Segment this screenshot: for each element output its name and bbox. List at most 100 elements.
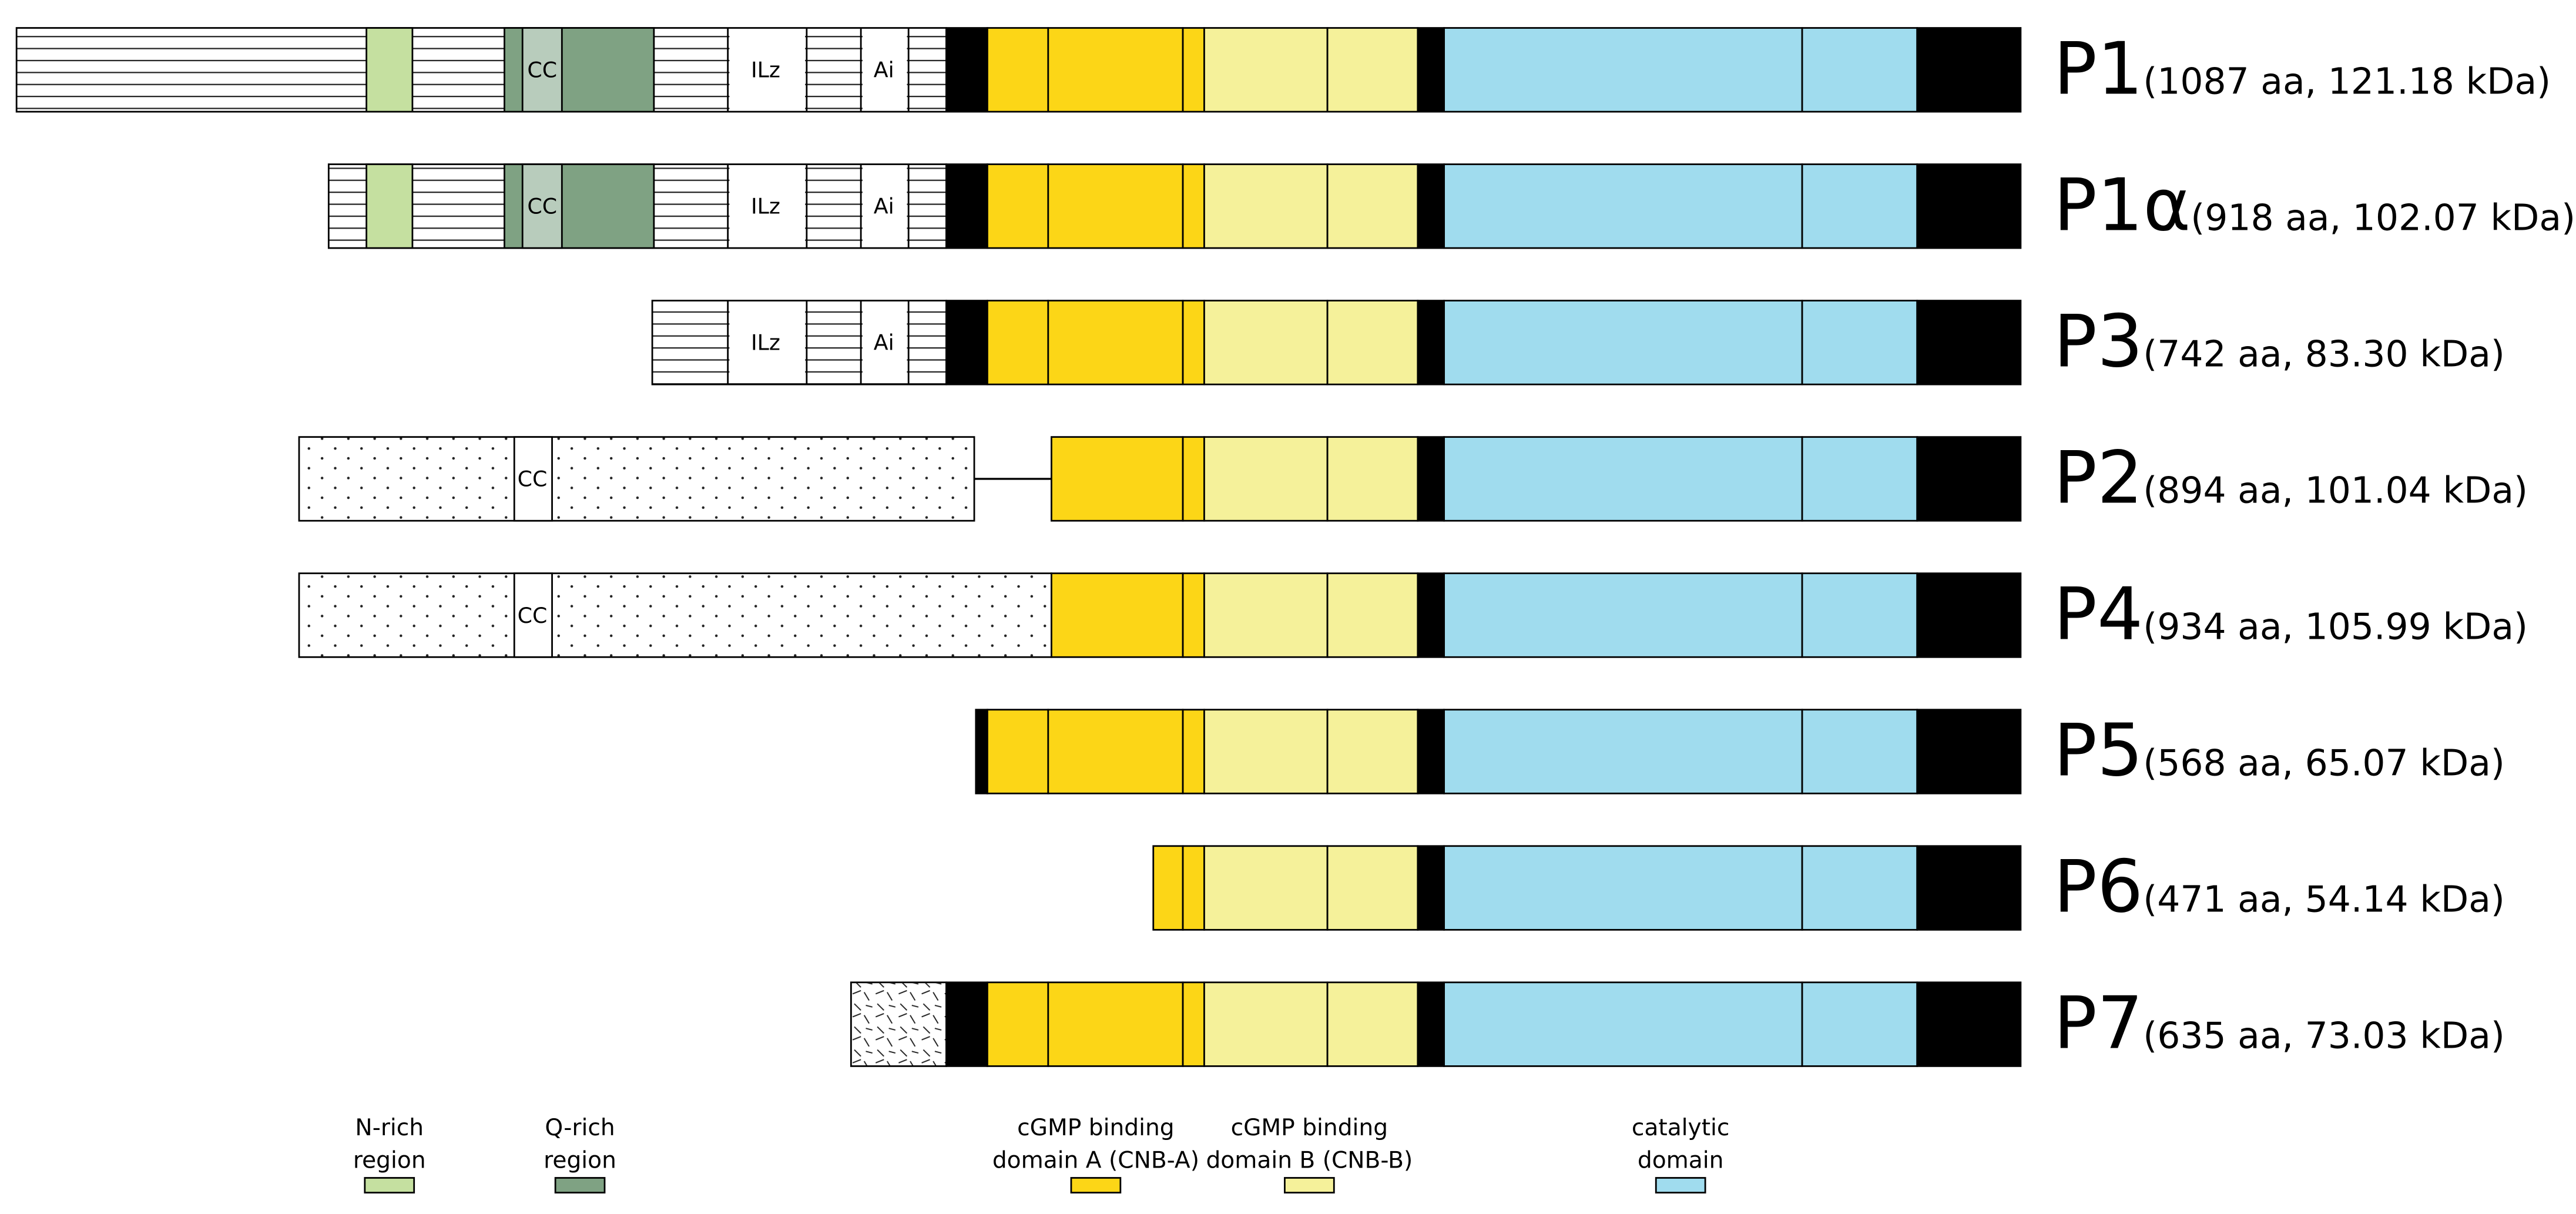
legend-label: region <box>353 1148 426 1174</box>
protein-label: P7(635 aa, 73.03 kDa) <box>2054 982 2505 1066</box>
domain <box>1182 300 1205 385</box>
domain <box>986 981 1049 1067</box>
domain <box>1801 436 1918 522</box>
domain-label: CC <box>518 467 548 492</box>
domain <box>1326 163 1419 249</box>
legend-label: cGMP binding <box>1231 1115 1388 1141</box>
domain <box>1047 709 1184 794</box>
domain <box>1916 572 2022 658</box>
domain <box>1916 981 2022 1067</box>
legend-swatch <box>1655 1177 1706 1194</box>
domain-label: Ai <box>874 194 894 219</box>
domain <box>1326 436 1419 522</box>
domain <box>1443 27 1803 113</box>
domain <box>1443 981 1803 1067</box>
domain <box>1443 163 1803 249</box>
coiled-coil <box>513 436 553 522</box>
domain <box>1326 709 1419 794</box>
n-rich-region <box>365 163 414 249</box>
domain <box>1417 163 1445 249</box>
domain <box>986 27 1049 113</box>
domain <box>1203 981 1329 1067</box>
protein-label: P2(894 aa, 101.04 kDa) <box>2054 436 2528 520</box>
legend-swatch <box>554 1177 606 1194</box>
domain <box>1047 300 1184 385</box>
domain <box>1203 27 1329 113</box>
domain <box>1916 845 2022 931</box>
domain-label: ILz <box>751 330 780 356</box>
domain <box>1443 572 1803 658</box>
protein-label: P3(742 aa, 83.30 kDa) <box>2054 300 2505 384</box>
protein-label: P6(471 aa, 54.14 kDa) <box>2054 846 2505 930</box>
n-rich-region <box>365 27 414 113</box>
domain <box>1801 709 1918 794</box>
protein-info: (635 aa, 73.03 kDa) <box>2143 1015 2505 1057</box>
domain-label: CC <box>527 194 557 219</box>
domain <box>1326 300 1419 385</box>
legend-label: cGMP binding <box>1017 1115 1174 1141</box>
ilz-bg <box>729 166 806 247</box>
domain-label: CC <box>527 58 557 83</box>
protein-info: (1087 aa, 121.18 kDa) <box>2143 60 2551 102</box>
domain <box>1152 845 1184 931</box>
domain <box>1443 845 1803 931</box>
protein-name: P2 <box>2054 436 2143 520</box>
domain <box>1203 572 1329 658</box>
domain <box>986 163 1049 249</box>
domain <box>1417 300 1445 385</box>
domain <box>945 981 988 1067</box>
domain <box>1182 27 1205 113</box>
protein-info: (894 aa, 101.04 kDa) <box>2143 469 2528 511</box>
domain <box>945 163 988 249</box>
protein-name: P1α <box>2054 163 2191 247</box>
ai-bg <box>862 29 907 110</box>
legend-label: domain B (CNB-B) <box>1206 1148 1413 1174</box>
domain <box>1326 27 1419 113</box>
domain <box>975 709 988 794</box>
protein-name: P5 <box>2054 709 2143 793</box>
domain <box>1182 845 1205 931</box>
domain <box>1326 572 1419 658</box>
domain <box>1443 300 1803 385</box>
domain <box>1182 572 1205 658</box>
domain <box>1801 572 1918 658</box>
protein-name: P6 <box>2054 846 2143 930</box>
legend-label: region <box>544 1148 616 1174</box>
dotted-region <box>298 436 975 522</box>
domain <box>1417 27 1445 113</box>
legend-label: catalytic <box>1632 1115 1730 1141</box>
ai-bg <box>862 166 907 247</box>
protein-info: (471 aa, 54.14 kDa) <box>2143 878 2505 921</box>
domain <box>1326 845 1419 931</box>
domain <box>1326 981 1419 1067</box>
ilz-bg <box>729 29 806 110</box>
domain-label: ILz <box>751 58 780 83</box>
domain <box>1182 981 1205 1067</box>
legend-swatch <box>364 1177 415 1194</box>
domain <box>1801 163 1918 249</box>
domain <box>986 300 1049 385</box>
domain <box>1182 436 1205 522</box>
protein-label: P4(934 aa, 105.99 kDa) <box>2054 573 2528 657</box>
domain <box>945 27 988 113</box>
protein-info: (918 aa, 102.07 kDa) <box>2191 196 2575 239</box>
domain <box>1417 709 1445 794</box>
legend-label: domain <box>1638 1148 1724 1174</box>
domain <box>1203 709 1329 794</box>
domain <box>986 709 1049 794</box>
coiled-coil <box>521 27 563 113</box>
domain <box>1417 981 1445 1067</box>
domain-label: ILz <box>751 194 780 219</box>
domain <box>1182 709 1205 794</box>
protein-label: P1(1087 aa, 121.18 kDa) <box>2054 27 2551 111</box>
protein-info: (742 aa, 83.30 kDa) <box>2143 333 2505 375</box>
legend-label: domain A (CNB-A) <box>992 1148 1199 1174</box>
dotted-region <box>298 572 1052 658</box>
domain <box>1203 163 1329 249</box>
legend-swatch <box>1070 1177 1122 1194</box>
legend-swatch <box>1284 1177 1335 1194</box>
domain <box>1443 436 1803 522</box>
domain <box>1203 845 1329 931</box>
